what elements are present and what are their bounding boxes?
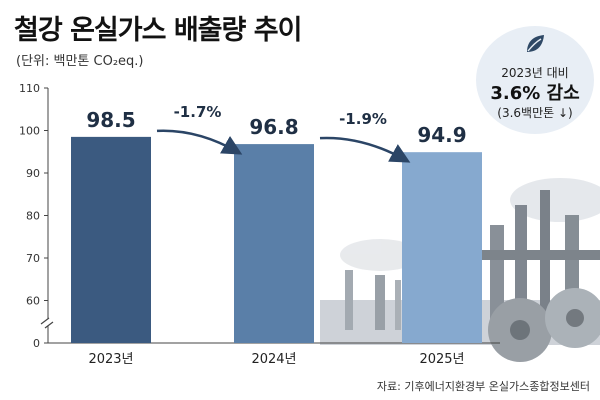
bar-value-label: 94.9 [417, 123, 466, 147]
y-tick-label: 110 [19, 82, 40, 95]
page-title: 철강 온실가스 배출량 추이 [14, 15, 302, 46]
y-tick-label: 60 [26, 295, 40, 308]
x-tick-label: 2023년 [88, 352, 133, 367]
y-tick-label: 0 [33, 337, 40, 350]
badge-line-2: 3.6% 감소 [490, 83, 580, 104]
bar [71, 136, 151, 343]
change-label: -1.7% [174, 103, 222, 121]
bars: 98.5 2023년 96.8 2024년 94.9 2025년 [71, 108, 482, 367]
badge-line-1: 2023년 대비 [501, 66, 569, 80]
badge-line-3: (3.6백만톤 ↓) [497, 106, 573, 120]
bar-value-label: 96.8 [249, 115, 298, 139]
bar [234, 144, 314, 343]
change-label: -1.9% [339, 110, 387, 128]
y-tick-label: 70 [26, 252, 40, 265]
x-tick-label: 2025년 [419, 352, 464, 367]
change-arrow [319, 136, 411, 163]
axis-break-mark [40, 317, 54, 329]
change-arrow [156, 129, 243, 155]
y-tick-label: 80 [26, 210, 40, 223]
axis-break-gap [42, 319, 54, 326]
leaf-icon [527, 35, 544, 52]
source-note: 자료: 기후에너지환경부 온실가스종합정보센터 [376, 380, 590, 393]
change-arrows: -1.7% -1.9% [156, 103, 411, 163]
unit-label: (단위: 백만톤 CO₂eq.) [16, 54, 144, 69]
x-tick-label: 2024년 [251, 352, 296, 367]
bar [402, 152, 482, 343]
y-tick-label: 100 [19, 125, 40, 138]
reduction-badge: 2023년 대비 3.6% 감소 (3.6백만톤 ↓) [476, 26, 594, 134]
bar-value-label: 98.5 [86, 108, 135, 132]
y-tick-label: 90 [26, 167, 40, 180]
